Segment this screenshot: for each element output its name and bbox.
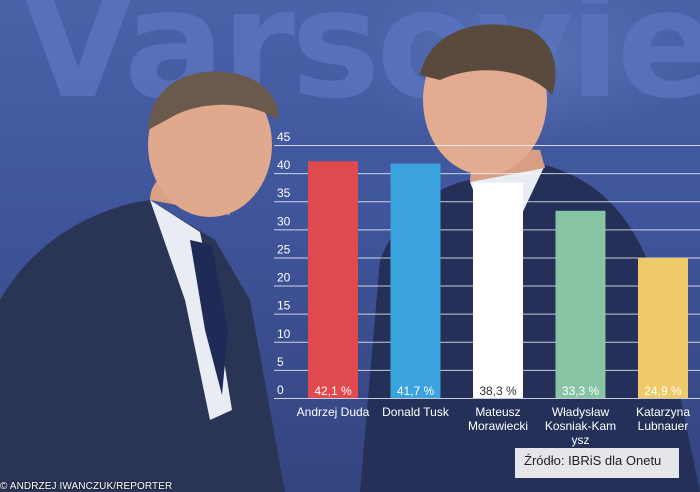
y-tick-label: 10	[277, 327, 291, 341]
y-tick-label: 40	[277, 158, 291, 172]
y-tick-label: 30	[277, 214, 291, 228]
bar	[638, 258, 688, 398]
value-labels: 42,1 % 41,7 % 38,3 % 33,3 % 24,9 %	[314, 384, 682, 398]
y-tick-label: 0	[277, 383, 284, 397]
value-label: 42,1 %	[314, 384, 352, 398]
value-label: 41,7 %	[397, 384, 435, 398]
category-label: Władysław	[552, 405, 610, 419]
y-tick-label: 15	[277, 299, 291, 313]
y-tick-label: 5	[277, 355, 284, 369]
value-label: 38,3 %	[479, 384, 517, 398]
bar	[308, 161, 358, 398]
source-box	[515, 448, 679, 478]
category-label: Morawiecki	[468, 419, 528, 433]
bar	[555, 210, 606, 398]
category-label: Andrzej Duda	[297, 405, 370, 419]
category-label: ysz	[572, 433, 590, 447]
category-label: Lubnauer	[638, 419, 689, 433]
backdrop-lettering: Varsovie	[20, 0, 700, 132]
bar	[390, 163, 441, 398]
source-label: Źródło: IBRiS dla Onetu	[524, 453, 662, 468]
category-label: Katarzyna	[636, 405, 690, 419]
y-tick-label: 35	[277, 186, 291, 200]
bars	[308, 161, 688, 398]
value-label: 24,9 %	[644, 384, 682, 398]
category-labels: Andrzej Duda Donald Tusk MateuszMorawiecki…	[297, 405, 691, 447]
bar	[473, 182, 523, 398]
y-tick-label: 25	[277, 242, 291, 256]
y-tick-label: 20	[277, 271, 291, 285]
y-axis-ticks: 0 5 10 15 20 25 30 35 40 45	[277, 130, 291, 397]
category-label: Donald Tusk	[382, 405, 450, 419]
photo-credit: © ANDRZEJ IWANCZUK/REPORTER	[0, 481, 173, 492]
value-label: 33,3 %	[562, 384, 600, 398]
category-label: Mateusz	[475, 405, 520, 419]
category-label: Kosniak-Kam	[545, 419, 616, 433]
y-tick-label: 45	[277, 130, 291, 144]
